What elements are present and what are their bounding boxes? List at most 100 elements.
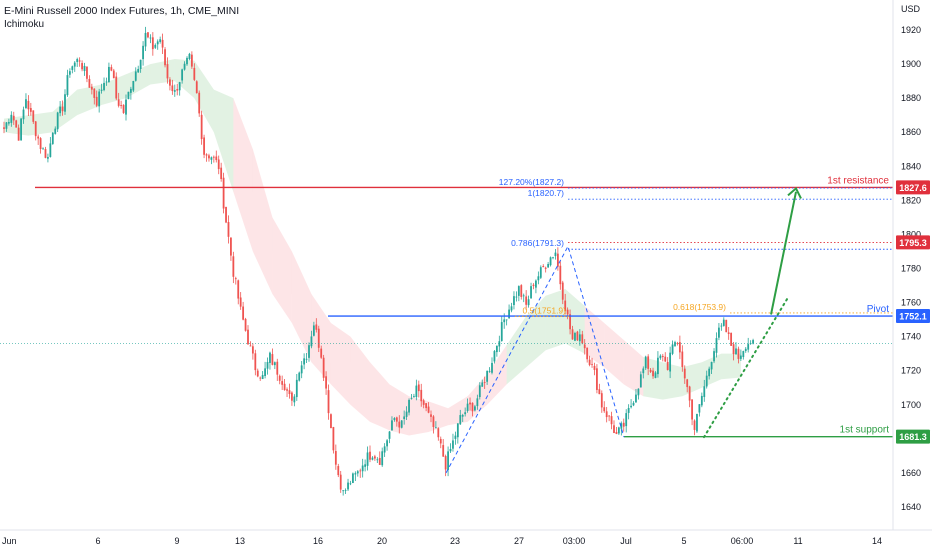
candle-body bbox=[527, 299, 530, 306]
candle-body bbox=[705, 375, 708, 387]
candle-body bbox=[381, 451, 384, 466]
cloud-segment bbox=[721, 353, 741, 380]
candle-body bbox=[127, 91, 130, 100]
candle-body bbox=[698, 404, 701, 413]
candle-body bbox=[525, 296, 528, 305]
candle-body bbox=[242, 306, 245, 320]
candle-body bbox=[134, 71, 137, 81]
candle-body bbox=[588, 359, 591, 365]
candle-body bbox=[359, 470, 362, 472]
candle-body bbox=[483, 382, 486, 383]
candle-body bbox=[422, 400, 425, 405]
candle-body bbox=[434, 427, 437, 429]
candle-body bbox=[635, 394, 637, 403]
candle-body bbox=[5, 122, 8, 129]
time-axis[interactable]: Jun 6 9 13 16 20 23 27 03:00 Jul 5 06:00 11 14 bbox=[0, 529, 932, 546]
candle-body bbox=[325, 376, 327, 389]
candle-body bbox=[530, 286, 532, 299]
candle-body bbox=[315, 324, 318, 330]
candle-body bbox=[437, 428, 440, 438]
candle-body bbox=[117, 99, 120, 106]
candle-body bbox=[647, 356, 650, 369]
ichimoku-cloud bbox=[4, 58, 741, 436]
candle-body bbox=[83, 65, 86, 71]
candle-body bbox=[415, 385, 418, 398]
candle-body bbox=[310, 336, 313, 347]
candle-body bbox=[129, 88, 132, 93]
candle-body bbox=[37, 136, 40, 139]
candle-body bbox=[395, 417, 398, 422]
candle-body bbox=[208, 155, 210, 159]
candle-body bbox=[347, 482, 349, 490]
candle-body bbox=[27, 100, 30, 110]
cloud-segment bbox=[233, 98, 253, 252]
indicator-label[interactable]: Ichimoku bbox=[4, 19, 45, 30]
candle-body bbox=[93, 88, 96, 98]
candle-body bbox=[715, 338, 718, 353]
fib-label: 0.786(1791.3) bbox=[511, 238, 564, 248]
candle-body bbox=[693, 420, 696, 430]
cloud-segment bbox=[150, 58, 175, 85]
candle-body bbox=[169, 79, 171, 86]
candle-body bbox=[617, 427, 620, 434]
candle-body bbox=[498, 341, 501, 347]
candle-body bbox=[108, 66, 110, 83]
candle-body bbox=[164, 49, 166, 66]
candle-body bbox=[613, 425, 615, 433]
candle-body bbox=[271, 354, 274, 365]
candle-body bbox=[391, 420, 393, 431]
candle-body bbox=[244, 318, 247, 331]
arrow-head bbox=[787, 186, 802, 199]
candle-body bbox=[442, 445, 445, 457]
fib-labels: 127.20%(1827.2)1(1820.7) 0.786(1791.3) 0.6… bbox=[499, 177, 726, 315]
candle-body bbox=[752, 340, 754, 344]
x-tick-label: Jul bbox=[620, 536, 632, 546]
candle-body bbox=[552, 257, 554, 259]
x-tick-label: 23 bbox=[450, 536, 460, 546]
target-arrow bbox=[770, 191, 797, 315]
candle-body bbox=[78, 60, 81, 62]
price-badge bbox=[896, 309, 930, 324]
candle-body bbox=[254, 353, 257, 371]
candle-body bbox=[251, 346, 254, 354]
candle-body bbox=[369, 451, 371, 460]
candle-body bbox=[32, 110, 35, 122]
candle-body bbox=[142, 45, 144, 60]
price-axis[interactable]: 1640166016801700172017401760178018001820… bbox=[892, 0, 921, 530]
candle-body bbox=[654, 372, 657, 378]
candle-body bbox=[200, 114, 203, 140]
candle-body bbox=[305, 358, 308, 360]
candle-body bbox=[137, 68, 140, 73]
candle-body bbox=[569, 314, 571, 330]
candle-body bbox=[454, 435, 457, 439]
candle-body bbox=[303, 358, 306, 365]
candle-body bbox=[249, 345, 252, 347]
price-badge bbox=[896, 180, 930, 195]
drawings bbox=[445, 186, 802, 474]
candle-body bbox=[15, 120, 18, 128]
level-lines: 1st resistance Pivot 1st support bbox=[0, 175, 893, 438]
candle-body bbox=[188, 53, 191, 60]
candle-body bbox=[356, 471, 359, 474]
candle-body bbox=[596, 368, 598, 390]
candle-body bbox=[649, 369, 652, 372]
candle-body bbox=[298, 372, 301, 381]
cloud-segment bbox=[126, 64, 151, 99]
candle-body bbox=[376, 459, 379, 461]
price-badge-text: 1827.6 bbox=[899, 183, 927, 193]
candle-body bbox=[405, 411, 408, 417]
candle-body bbox=[718, 327, 720, 338]
candle-body bbox=[566, 309, 569, 315]
cloud-segment bbox=[506, 316, 527, 385]
candle-body bbox=[564, 300, 567, 312]
candle-body bbox=[286, 389, 288, 391]
candle-body bbox=[278, 375, 281, 381]
candle-body bbox=[283, 383, 286, 391]
x-tick-label: Jun bbox=[2, 536, 17, 546]
fib-label: 127.20%(1827.2) bbox=[499, 177, 564, 187]
candle-body bbox=[671, 344, 674, 354]
candle-body bbox=[115, 76, 118, 99]
candle-body bbox=[320, 348, 323, 358]
candle-body bbox=[535, 280, 537, 288]
